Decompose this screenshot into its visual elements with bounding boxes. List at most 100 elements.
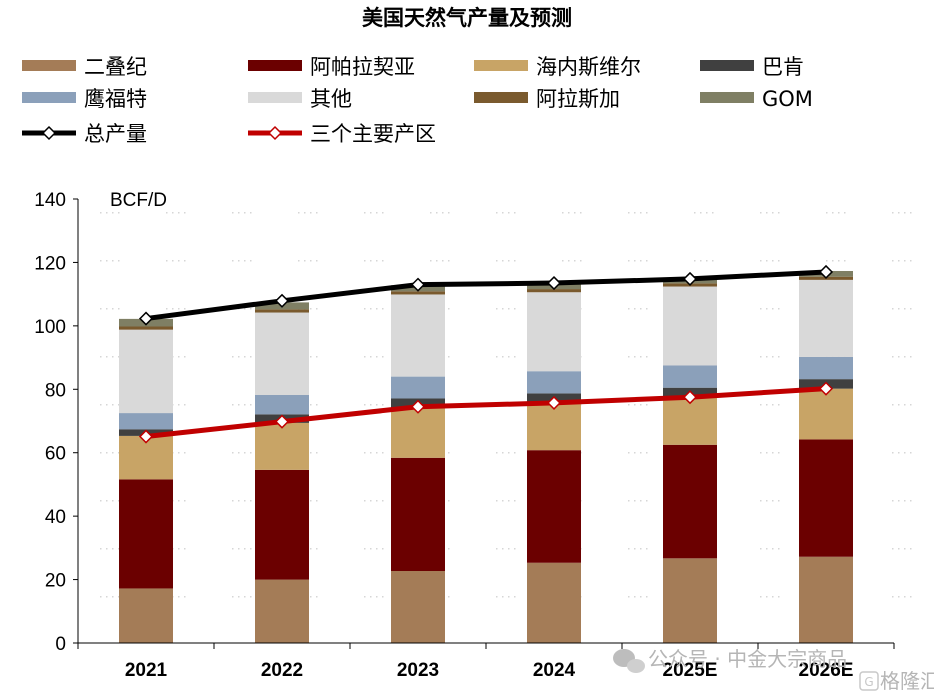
bg-dot <box>502 452 504 454</box>
bg-dot <box>370 260 372 262</box>
legend-swatch <box>22 92 76 103</box>
bg-dot <box>760 404 762 406</box>
bg-dot <box>502 212 504 214</box>
bg-dot <box>502 548 504 550</box>
bg-dot <box>628 548 630 550</box>
bg-dot <box>448 452 450 454</box>
bg-dot <box>106 308 108 310</box>
bar-segment <box>255 422 309 470</box>
bg-dot <box>250 356 252 358</box>
bg-dot <box>310 308 312 310</box>
bg-dot <box>778 548 780 550</box>
bg-dot <box>892 260 894 262</box>
bg-dot <box>238 404 240 406</box>
bg-dot <box>364 212 366 214</box>
bg-dot <box>316 212 318 214</box>
bg-dot <box>232 404 234 406</box>
x-axis: 2021 2022 2023 2024 2025E 2026E <box>77 642 895 681</box>
bg-dot <box>508 308 510 310</box>
bg-dot <box>316 404 318 406</box>
bg-dot <box>514 548 516 550</box>
bar-segment <box>799 556 853 643</box>
brand-logo-icon: G <box>859 671 879 691</box>
bg-dot <box>496 308 498 310</box>
bg-dot <box>184 212 186 214</box>
bg-dot <box>430 212 432 214</box>
bg-dot <box>376 212 378 214</box>
bg-dot <box>514 308 516 310</box>
legend-swatch <box>474 92 528 103</box>
bg-dot <box>100 596 102 598</box>
bg-dot <box>892 356 894 358</box>
bg-dot <box>298 260 300 262</box>
bg-dot <box>508 356 510 358</box>
bg-dot <box>778 260 780 262</box>
bar-segment <box>663 558 717 643</box>
bg-dot <box>448 212 450 214</box>
line-point <box>682 390 698 405</box>
bg-dot <box>892 212 894 214</box>
line-series <box>138 264 834 444</box>
bg-dot <box>316 260 318 262</box>
bg-dot <box>100 500 102 502</box>
bg-dot <box>118 500 120 502</box>
bg-dot <box>766 548 768 550</box>
bg-dot <box>904 308 906 310</box>
bg-dot <box>892 596 894 598</box>
bg-dot <box>634 596 636 598</box>
bg-dot <box>844 212 846 214</box>
bar-segment <box>527 450 581 563</box>
svg-text:G: G <box>864 675 873 689</box>
bg-dot <box>766 500 768 502</box>
bg-dot <box>904 500 906 502</box>
bg-dot <box>712 260 714 262</box>
bg-dot <box>232 356 234 358</box>
bg-dot <box>514 212 516 214</box>
line-point <box>818 381 834 396</box>
bg-dot <box>178 212 180 214</box>
bg-dot <box>370 596 372 598</box>
bg-dot <box>766 404 768 406</box>
bar-segment <box>255 312 309 395</box>
bg-dot <box>694 260 696 262</box>
bar-segment <box>255 394 309 415</box>
bg-dot <box>646 500 648 502</box>
bg-dot <box>118 212 120 214</box>
bg-dot <box>496 500 498 502</box>
wechat-icon <box>613 649 645 673</box>
bg-dot <box>184 596 186 598</box>
bg-dot <box>232 596 234 598</box>
bg-dot <box>178 308 180 310</box>
bg-dot <box>910 548 912 550</box>
bg-dot <box>640 260 642 262</box>
bg-dot <box>508 212 510 214</box>
bg-dot <box>760 452 762 454</box>
bg-dot <box>430 260 432 262</box>
bg-dot <box>892 308 894 310</box>
bg-dot <box>832 260 834 262</box>
bg-dot <box>760 596 762 598</box>
bg-dot <box>904 356 906 358</box>
bg-dot <box>844 260 846 262</box>
bg-dot <box>640 404 642 406</box>
bg-dot <box>772 212 774 214</box>
bg-dot <box>166 260 168 262</box>
bg-dot <box>250 500 252 502</box>
bg-dot <box>106 548 108 550</box>
bg-dot <box>238 500 240 502</box>
bg-dot <box>118 596 120 598</box>
bg-dot <box>910 308 912 310</box>
bg-dot <box>118 356 120 358</box>
bg-dot <box>250 212 252 214</box>
bg-dot <box>562 260 564 262</box>
bg-dot <box>244 548 246 550</box>
bg-dot <box>172 308 174 310</box>
bg-dot <box>778 596 780 598</box>
bg-dot <box>310 548 312 550</box>
line-point <box>546 275 562 291</box>
x-tick-label: 2023 <box>397 660 439 681</box>
bar-segment <box>799 279 853 357</box>
bg-dot <box>766 212 768 214</box>
